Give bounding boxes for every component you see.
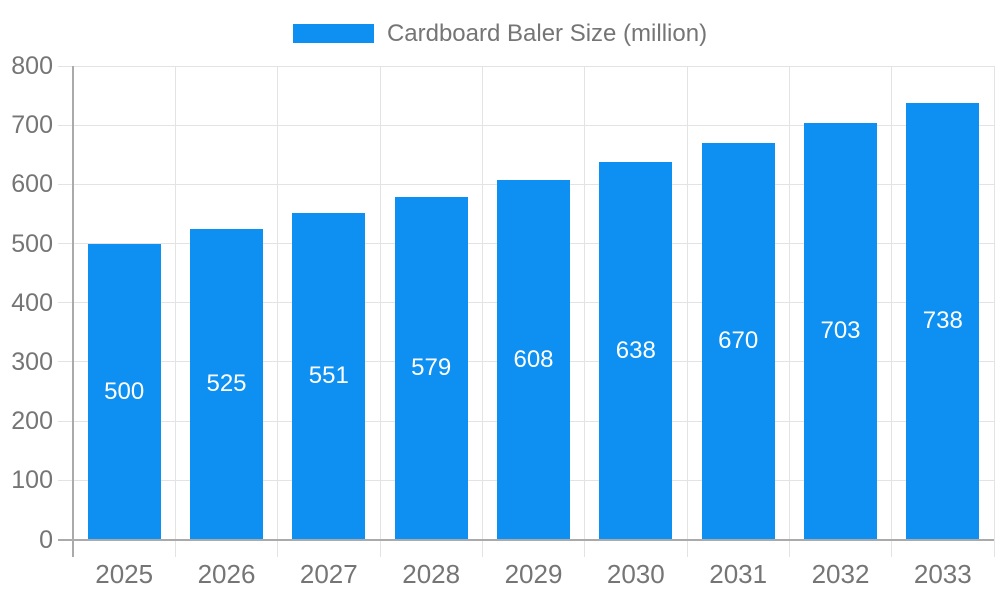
y-axis-line xyxy=(72,66,74,557)
x-axis-tick-label: 2026 xyxy=(197,558,256,589)
bar xyxy=(599,161,673,540)
x-axis-baseline xyxy=(58,538,994,541)
x-gridline xyxy=(788,66,790,557)
bar xyxy=(394,196,468,540)
x-gridline xyxy=(584,66,586,557)
x-axis-tick-label: 2030 xyxy=(606,558,665,589)
bar xyxy=(87,243,161,540)
bar-value-label: 738 xyxy=(922,307,963,335)
x-gridline xyxy=(891,66,893,557)
y-gridline xyxy=(58,65,994,67)
bar xyxy=(292,213,366,540)
x-gridline xyxy=(686,66,688,557)
y-axis-tick-label: 0 xyxy=(39,525,53,554)
x-gridline xyxy=(174,66,176,557)
x-axis-tick-label: 2033 xyxy=(913,558,972,589)
y-gridline xyxy=(58,124,994,126)
y-axis-tick-label: 200 xyxy=(11,407,53,436)
y-axis-tick-label: 700 xyxy=(11,111,53,140)
bar-value-label: 703 xyxy=(820,317,861,345)
y-axis-tick-label: 400 xyxy=(11,288,53,317)
x-gridline xyxy=(277,66,279,557)
x-axis-tick-label: 2025 xyxy=(95,558,154,589)
legend-swatch-icon xyxy=(292,24,374,43)
bar-value-label: 608 xyxy=(513,345,554,373)
x-axis-tick-label: 2028 xyxy=(402,558,461,589)
y-axis-tick-label: 100 xyxy=(11,466,53,495)
bar xyxy=(804,123,877,540)
y-axis-tick-label: 600 xyxy=(11,170,53,199)
y-axis-tick-label: 500 xyxy=(11,229,53,258)
bar xyxy=(497,179,570,540)
x-axis-tick-label: 2032 xyxy=(811,558,870,589)
bar xyxy=(190,228,263,540)
x-gridline xyxy=(481,66,483,557)
bar xyxy=(906,102,980,540)
bar xyxy=(701,142,775,540)
bar-value-label: 551 xyxy=(308,362,349,390)
bar-value-label: 579 xyxy=(411,354,452,382)
x-axis-tick-label: 2027 xyxy=(299,558,358,589)
legend-label: Cardboard Baler Size (million) xyxy=(386,19,708,47)
x-gridline xyxy=(379,66,381,557)
bar-value-label: 500 xyxy=(104,377,145,405)
bar-value-label: 638 xyxy=(615,336,656,364)
chart-legend[interactable]: Cardboard Baler Size (million) xyxy=(0,19,1000,47)
x-gridline xyxy=(993,66,995,557)
bar-value-label: 670 xyxy=(718,327,759,355)
y-axis-tick-label: 800 xyxy=(11,52,53,80)
x-axis-tick-label: 2031 xyxy=(709,558,768,589)
y-axis-tick-label: 300 xyxy=(11,347,53,376)
bar-value-label: 525 xyxy=(206,370,247,398)
x-axis-tick-label: 2029 xyxy=(504,558,563,589)
